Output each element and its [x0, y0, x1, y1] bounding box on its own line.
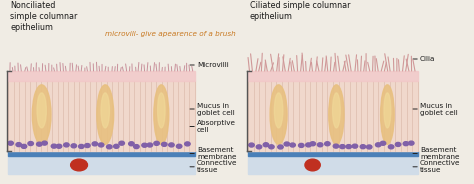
Ellipse shape	[375, 143, 381, 147]
Ellipse shape	[157, 93, 165, 128]
Ellipse shape	[37, 93, 46, 128]
Bar	[8, 71, 195, 81]
Bar	[8, 151, 195, 156]
Ellipse shape	[305, 159, 320, 171]
Text: Nonciliated
simple columnar
epithelium: Nonciliated simple columnar epithelium	[10, 1, 77, 32]
Ellipse shape	[32, 85, 51, 144]
Ellipse shape	[284, 142, 290, 146]
Ellipse shape	[71, 159, 88, 171]
Bar	[8, 156, 195, 174]
Ellipse shape	[85, 144, 90, 148]
Text: Mucus in
goblet cell: Mucus in goblet cell	[190, 102, 235, 116]
Text: Microvilli: Microvilli	[190, 62, 229, 68]
Ellipse shape	[119, 141, 125, 145]
Ellipse shape	[270, 85, 287, 144]
Ellipse shape	[318, 143, 323, 147]
Ellipse shape	[249, 143, 254, 147]
Bar	[8, 81, 195, 151]
Ellipse shape	[325, 142, 330, 146]
Ellipse shape	[360, 145, 365, 149]
Ellipse shape	[346, 145, 352, 149]
Text: Connective
tissue: Connective tissue	[190, 160, 237, 173]
Ellipse shape	[380, 141, 386, 145]
Ellipse shape	[147, 143, 153, 147]
Ellipse shape	[384, 93, 391, 128]
Ellipse shape	[185, 142, 190, 146]
Ellipse shape	[290, 143, 295, 147]
Text: Connective
tissue: Connective tissue	[413, 160, 461, 173]
Ellipse shape	[8, 141, 13, 145]
Ellipse shape	[310, 142, 316, 146]
Text: Mucus in
goblet cell: Mucus in goblet cell	[413, 102, 458, 116]
Ellipse shape	[274, 93, 283, 128]
Bar	[248, 151, 418, 156]
Ellipse shape	[92, 142, 98, 146]
Text: Absorptive
cell: Absorptive cell	[190, 120, 236, 133]
Ellipse shape	[16, 143, 21, 147]
Ellipse shape	[340, 145, 345, 149]
Ellipse shape	[134, 145, 139, 149]
Ellipse shape	[403, 142, 409, 146]
Ellipse shape	[142, 143, 147, 147]
Ellipse shape	[263, 143, 269, 147]
Text: Basement
membrane: Basement membrane	[413, 147, 459, 160]
Ellipse shape	[366, 145, 372, 149]
Ellipse shape	[352, 144, 358, 148]
Ellipse shape	[64, 143, 69, 147]
Ellipse shape	[56, 144, 62, 148]
Bar	[248, 156, 418, 174]
Text: Cilia: Cilia	[413, 56, 436, 62]
Ellipse shape	[333, 93, 340, 128]
Ellipse shape	[269, 145, 274, 149]
Ellipse shape	[256, 145, 262, 149]
Ellipse shape	[97, 85, 114, 144]
Ellipse shape	[162, 142, 167, 146]
Ellipse shape	[42, 141, 47, 145]
Ellipse shape	[381, 85, 394, 144]
Ellipse shape	[278, 145, 283, 149]
Text: microvili- give apearence of a brush: microvili- give apearence of a brush	[105, 31, 236, 37]
Ellipse shape	[333, 144, 339, 148]
Bar	[248, 81, 418, 151]
Ellipse shape	[154, 141, 159, 145]
Ellipse shape	[107, 145, 112, 149]
Ellipse shape	[79, 144, 84, 148]
Bar	[248, 71, 418, 81]
Ellipse shape	[51, 144, 57, 148]
Ellipse shape	[395, 142, 401, 146]
Ellipse shape	[28, 141, 34, 146]
Ellipse shape	[299, 143, 304, 147]
Ellipse shape	[388, 145, 394, 149]
Ellipse shape	[36, 142, 42, 146]
Text: Basement
membrane: Basement membrane	[190, 147, 237, 160]
Ellipse shape	[409, 141, 414, 145]
Ellipse shape	[306, 143, 311, 147]
Text: Ciliated simple columnar
epithelium: Ciliated simple columnar epithelium	[250, 1, 350, 21]
Ellipse shape	[329, 85, 344, 144]
Ellipse shape	[114, 144, 119, 148]
Ellipse shape	[71, 144, 76, 148]
Ellipse shape	[101, 93, 109, 128]
Ellipse shape	[128, 142, 134, 146]
Ellipse shape	[154, 85, 169, 144]
Ellipse shape	[98, 143, 104, 147]
Ellipse shape	[176, 144, 182, 148]
Ellipse shape	[169, 143, 174, 147]
Ellipse shape	[21, 144, 27, 148]
